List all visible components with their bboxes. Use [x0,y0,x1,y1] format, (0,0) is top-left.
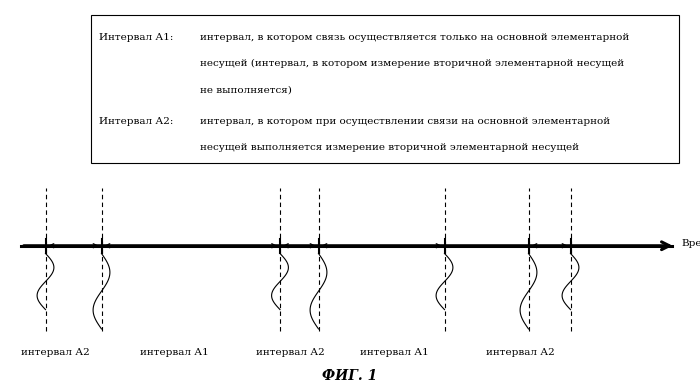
Text: интервал А1: интервал А1 [140,348,209,357]
Text: интервал, в котором при осуществлении связи на основной элементарной: интервал, в котором при осуществлении св… [199,117,610,126]
Text: несущей (интервал, в котором измерение вторичной элементарной несущей: несущей (интервал, в котором измерение в… [199,59,624,68]
Text: интервал А1: интервал А1 [360,348,429,357]
Text: не выполняется): не выполняется) [199,86,291,94]
Text: ФИГ. 1: ФИГ. 1 [323,369,377,383]
Text: интервал А2: интервал А2 [21,348,90,357]
Text: Интервал А1:: Интервал А1: [99,33,174,42]
Text: несущей выполняется измерение вторичной элементарной несущей: несущей выполняется измерение вторичной … [199,144,578,152]
Text: Время: Время [681,239,700,248]
Text: интервал, в котором связь осуществляется только на основной элементарной: интервал, в котором связь осуществляется… [199,33,629,42]
Text: Интервал А2:: Интервал А2: [99,117,174,126]
Text: интервал А2: интервал А2 [256,348,324,357]
FancyBboxPatch shape [91,15,679,163]
Text: интервал А2: интервал А2 [486,348,555,357]
